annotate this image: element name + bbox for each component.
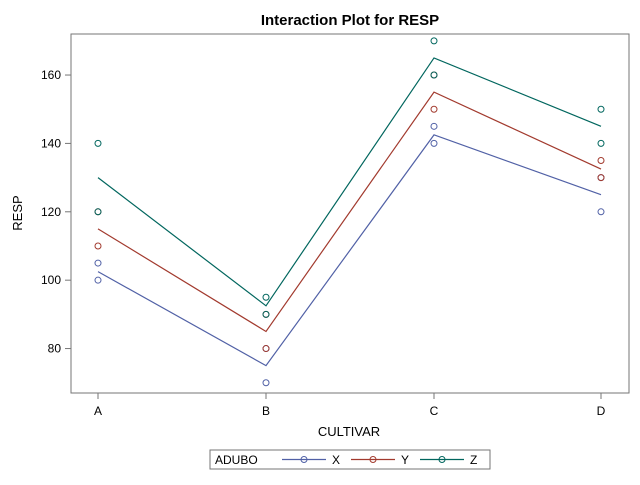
data-point-x [94, 276, 102, 284]
data-point-y [262, 345, 270, 353]
x-tick-label: A [94, 404, 102, 418]
legend-title: ADUBO [215, 453, 258, 467]
data-point-z [597, 139, 605, 147]
data-point-x [430, 122, 438, 130]
data-point-y [597, 157, 605, 165]
legend-marker-y [369, 456, 377, 463]
x-tick-label: C [430, 404, 439, 418]
legend-label-z: Z [470, 453, 477, 467]
x-tick-label: D [597, 404, 606, 418]
legend-label-y: Y [401, 453, 409, 467]
data-point-z [262, 293, 270, 301]
legend-marker-x [300, 456, 308, 463]
y-tick-label: 120 [41, 205, 61, 219]
legend-box [209, 449, 491, 470]
series-line-y [97, 91, 602, 333]
data-point-x [94, 259, 102, 267]
data-point-y [94, 242, 102, 250]
chart-title: Interaction Plot for RESP [261, 12, 439, 29]
data-point-y [597, 174, 605, 182]
series-line-x [97, 134, 602, 367]
data-point-z [430, 71, 438, 79]
plot-frame [70, 33, 630, 394]
legend-marker-z [438, 456, 446, 463]
x-axis-label: CULTIVAR [318, 424, 380, 439]
data-point-z [597, 105, 605, 113]
series-line-z [97, 57, 602, 307]
y-tick-label: 80 [48, 342, 62, 356]
data-point-x [262, 379, 270, 387]
legend-label-x: X [332, 453, 340, 467]
data-point-y [430, 105, 438, 113]
y-tick-label: 160 [41, 68, 61, 82]
legend: ADUBO X Y Z [209, 449, 491, 470]
data-point-z [430, 37, 438, 45]
data-point-x [430, 139, 438, 147]
data-point-z [262, 310, 270, 318]
plot-area: 80 100 120 140 160 A B C D [41, 33, 630, 418]
y-axis-label: RESP [10, 195, 25, 230]
data-point-z [94, 139, 102, 147]
y-tick-label: 100 [41, 273, 61, 287]
x-tick-label: B [262, 404, 270, 418]
data-point-z [94, 208, 102, 216]
y-tick-label: 140 [41, 136, 61, 150]
data-point-x [597, 208, 605, 216]
